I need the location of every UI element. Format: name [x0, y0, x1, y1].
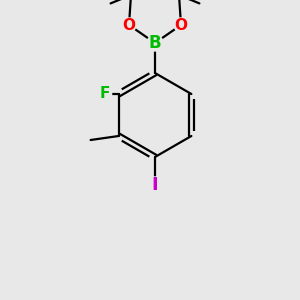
Text: O: O — [122, 17, 136, 32]
Circle shape — [122, 18, 136, 32]
Circle shape — [147, 35, 163, 51]
Text: B: B — [149, 34, 161, 52]
Circle shape — [98, 87, 112, 101]
Text: I: I — [152, 176, 158, 194]
Circle shape — [147, 177, 163, 193]
Text: F: F — [99, 86, 110, 101]
Text: O: O — [175, 17, 188, 32]
Circle shape — [174, 18, 188, 32]
